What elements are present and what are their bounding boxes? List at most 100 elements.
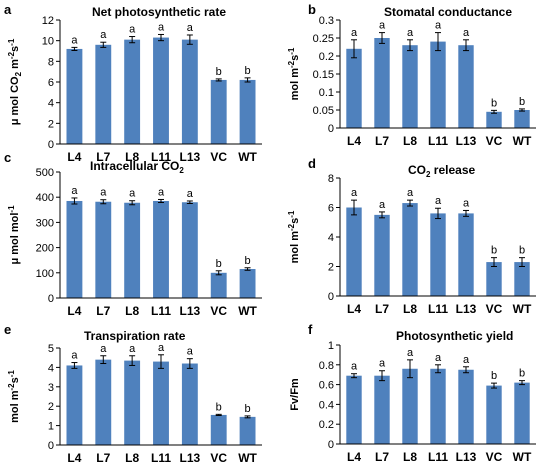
significance-letter: a [407, 187, 414, 199]
significance-letter: b [216, 66, 222, 78]
bar [346, 48, 362, 128]
significance-letter: a [435, 352, 442, 364]
significance-letter: a [158, 342, 165, 354]
x-tick-label: WT [513, 134, 532, 148]
significance-letter: a [379, 358, 386, 370]
x-tick-label: L13 [180, 304, 201, 318]
bar [66, 365, 83, 445]
bar [181, 363, 198, 445]
y-tick-label: 8 [328, 173, 334, 185]
significance-letter: a [129, 24, 136, 36]
significance-letter: a [463, 27, 470, 39]
bar [124, 360, 141, 445]
bar [124, 39, 141, 145]
bar [374, 38, 390, 128]
bar [402, 45, 418, 129]
panel-title: Intracellular CO2 [90, 159, 184, 175]
bar [486, 262, 502, 296]
y-tick-label: 6 [328, 203, 334, 215]
panel-title: Photosynthetic yield [396, 329, 513, 343]
significance-letter: a [379, 20, 386, 32]
x-tick-label: L7 [375, 302, 389, 316]
x-tick-label: WT [238, 304, 257, 318]
bar [153, 200, 169, 298]
significance-letter: a [351, 27, 358, 39]
y-tick-label: 0 [328, 291, 334, 303]
significance-letter: a [71, 185, 78, 197]
bar [66, 48, 83, 144]
x-tick-label: VC [210, 150, 227, 164]
panel-letter: a [4, 2, 12, 17]
bar [458, 369, 474, 444]
y-tick-label: 1 [328, 340, 334, 352]
y-tick-label: 4 [48, 98, 54, 110]
bar [95, 201, 112, 298]
y-tick-label: 5 [48, 343, 54, 355]
y-tick-label: 0.15 [313, 69, 334, 81]
x-tick-label: L13 [456, 134, 477, 148]
x-tick-label: L13 [180, 451, 201, 465]
y-tick-label: 0 [328, 439, 334, 451]
x-tick-label: L11 [151, 150, 171, 164]
y-tick-label: 0 [48, 440, 54, 452]
y-axis-label: μ mol CO2 m-2s-1 [7, 38, 23, 125]
bar [66, 200, 83, 298]
y-tick-label: 4 [48, 362, 54, 374]
y-tick-label: 2 [48, 401, 54, 413]
x-tick-label: L11 [428, 302, 448, 316]
bar [486, 111, 502, 128]
bar [514, 382, 530, 444]
y-tick-label: 100 [36, 268, 54, 280]
bar [514, 262, 530, 296]
x-tick-label: WT [238, 451, 257, 465]
x-tick-label: L8 [125, 451, 139, 465]
y-tick-label: 6 [48, 77, 54, 89]
x-tick-label: L4 [67, 304, 81, 318]
bar [458, 45, 474, 129]
bar [153, 361, 169, 445]
significance-letter: a [71, 34, 78, 46]
y-tick-label: 0.3 [319, 15, 334, 27]
bar [153, 37, 169, 144]
x-tick-label: L11 [428, 450, 448, 464]
bar [210, 414, 227, 445]
bar [486, 385, 502, 444]
y-tick-label: 0 [328, 123, 334, 135]
y-tick-label: 12 [42, 15, 54, 27]
significance-letter: a [187, 188, 194, 200]
panel-letter: b [308, 2, 316, 17]
significance-letter: a [379, 199, 386, 211]
bar [95, 359, 112, 445]
x-tick-label: L4 [67, 150, 81, 164]
significance-letter: a [100, 187, 107, 199]
x-tick-label: L4 [347, 450, 361, 464]
x-tick-label: WT [513, 450, 532, 464]
significance-letter: b [491, 245, 497, 257]
significance-letter: b [245, 255, 251, 267]
y-axis-label: Fv/Fm [289, 378, 301, 411]
panel-letter: c [4, 150, 11, 165]
x-tick-label: WT [513, 302, 532, 316]
x-tick-label: VC [486, 302, 503, 316]
bar [402, 203, 418, 296]
panel-title: CO2 release [408, 163, 475, 179]
y-tick-label: 0.2 [319, 419, 334, 431]
bar [181, 202, 198, 298]
x-tick-label: L7 [375, 134, 389, 148]
significance-letter: b [245, 65, 251, 77]
y-tick-label: 1 [48, 421, 54, 433]
bar [374, 214, 390, 296]
x-tick-label: L8 [403, 302, 417, 316]
y-axis-label: μ mol mol-1 [7, 205, 21, 265]
x-tick-label: L13 [456, 302, 477, 316]
significance-letter: b [519, 368, 525, 380]
x-tick-label: L4 [67, 451, 81, 465]
bar [430, 213, 446, 296]
bar [124, 202, 141, 298]
x-tick-label: L8 [403, 450, 417, 464]
significance-letter: b [491, 97, 497, 109]
x-tick-label: L7 [96, 304, 110, 318]
panel-title: Transpiration rate [84, 329, 186, 343]
y-tick-label: 0.4 [319, 399, 334, 411]
bar [239, 79, 256, 144]
